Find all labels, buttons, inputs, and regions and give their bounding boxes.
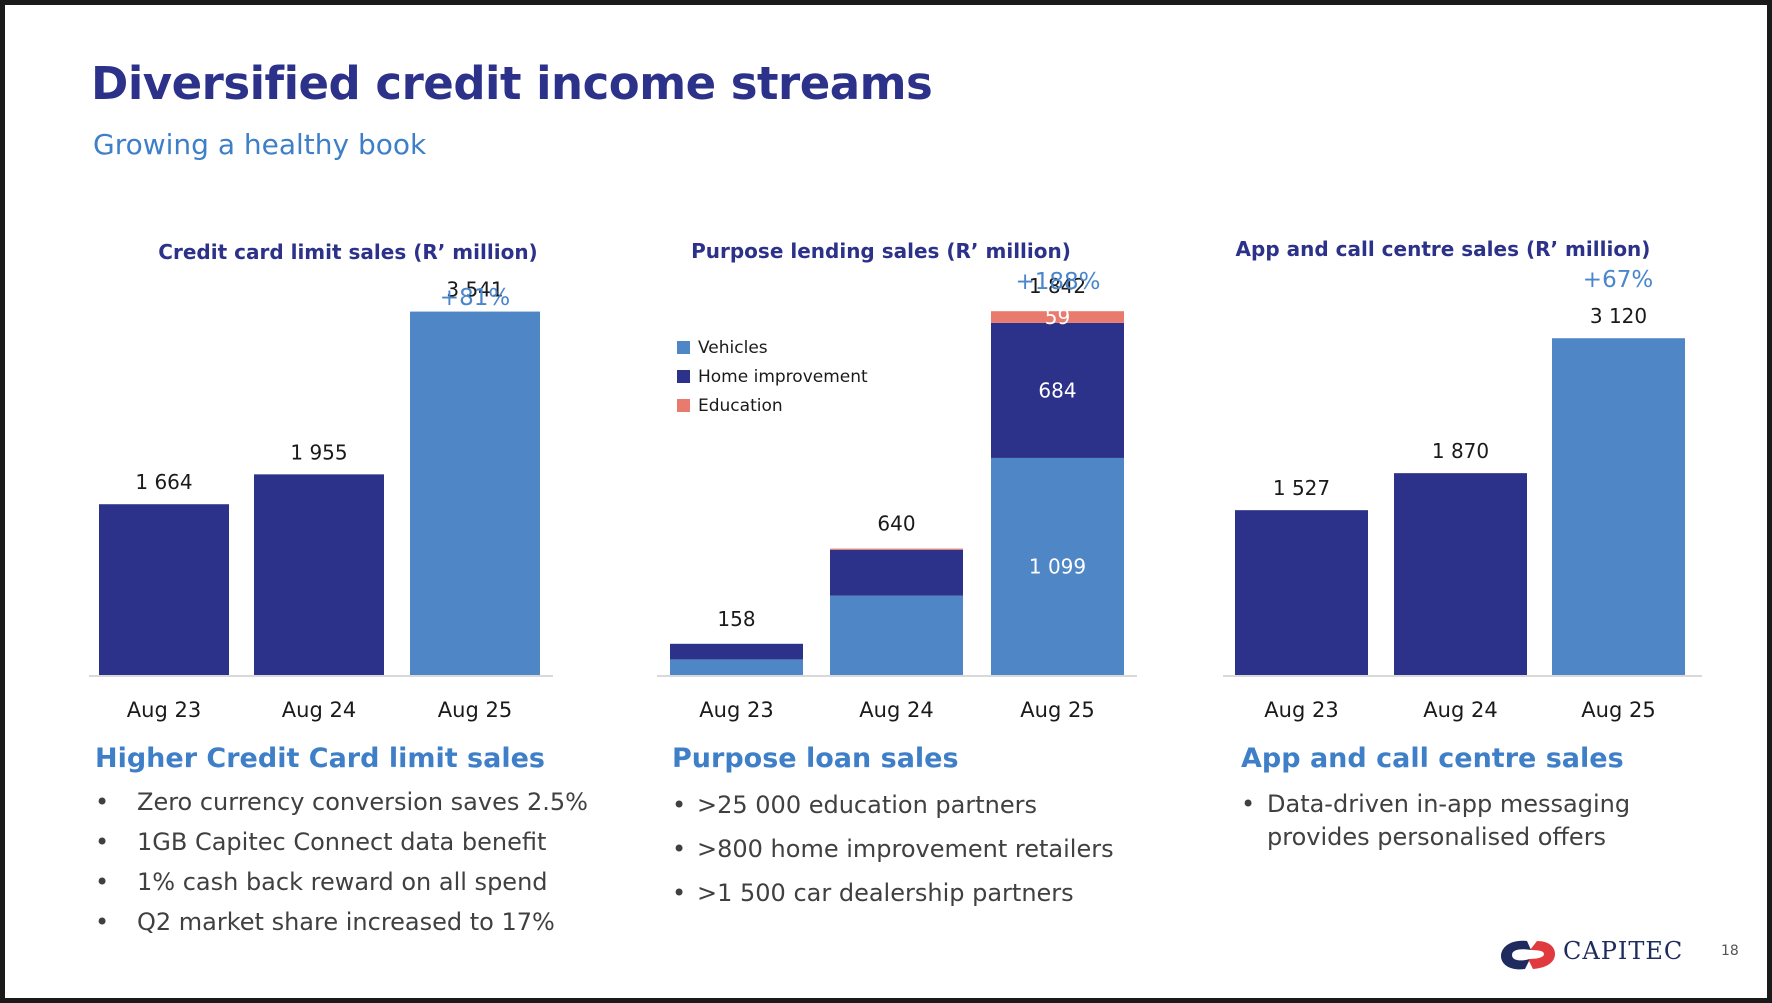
list-item: • Zero currency conversion saves 2.5% [95,787,615,827]
capitec-logo-icon [1501,940,1555,970]
x-tick-label: Aug 23 [127,698,201,722]
x-tick-label: Aug 24 [282,698,356,722]
list-item-text: Zero currency conversion saves 2.5% [137,788,588,816]
segment-data-label: 59 [1045,305,1070,329]
section-heading: Purpose loan sales [672,743,959,774]
total-data-label: 158 [717,607,755,631]
bar-data-label: 1 870 [1432,439,1489,463]
legend-swatch [677,399,690,412]
list-item: • >1 500 car dealership partners [672,878,1192,922]
logo-text: CAPITEC [1563,937,1684,965]
growth-label: +67% [1583,267,1653,293]
segment-data-label: 684 [1038,378,1076,402]
bullet-dot: • [672,835,687,863]
bar-segment [830,595,963,675]
section-credit-card: Higher Credit Card limit sales • Zero cur… [95,743,615,947]
bullet-list: • Data-driven in-app messaging provides p… [1241,788,1681,854]
list-item-text: 1GB Capitec Connect data benefit [137,828,547,856]
x-tick-label: Aug 23 [699,698,773,722]
list-item: • >800 home improvement retailers [672,834,1192,878]
list-item-text: >1 500 car dealership partners [697,879,1074,907]
bullet-list: • >25 000 education partners • >800 home i… [672,790,1192,922]
list-item: • Q2 market share increased to 17% [95,907,615,947]
x-tick-label: Aug 23 [1264,698,1338,722]
bar-segment [991,322,1124,458]
total-data-label: 1 842 [1029,274,1086,298]
bullet-dot: • [95,908,110,936]
page-title: Diversified credit income streams [91,57,933,110]
growth-label: +188% [1015,269,1100,295]
list-item: • 1GB Capitec Connect data benefit [95,827,615,867]
bar [254,474,384,675]
bar-data-label: 3 541 [446,278,503,302]
x-tick-label: Aug 25 [438,698,512,722]
growth-label: +81% [440,285,510,311]
bar-data-label: 1 955 [290,440,347,464]
list-item-text: 1% cash back reward on all spend [137,868,548,896]
section-heading: Higher Credit Card limit sales [95,743,545,774]
bar [1552,338,1685,675]
x-tick-label: Aug 24 [859,698,933,722]
bar-segment [670,643,803,660]
bullet-dot: • [95,868,110,896]
list-item: • >25 000 education partners [672,790,1192,834]
list-item-text: >800 home improvement retailers [697,835,1114,863]
x-tick-label: Aug 25 [1020,698,1094,722]
bar [1394,473,1527,675]
bar [1235,510,1368,675]
list-item: • Data-driven in-app messaging provides p… [1241,788,1681,854]
bullet-dot: • [95,788,110,816]
legend-label: Education [698,396,783,416]
bar-segment [830,549,963,596]
list-item-text: Q2 market share increased to 17% [137,908,555,936]
bullet-dot: • [95,828,110,856]
bar-data-label: 3 120 [1590,304,1647,328]
legend-swatch [677,341,690,354]
section-purpose-loans: Purpose loan sales • >25 000 education pa… [672,743,1192,922]
chart-title: App and call centre sales (R’ million) [1236,237,1651,261]
list-item-text: >25 000 education partners [697,791,1037,819]
list-item-text: Data-driven in-app messaging provides pe… [1267,790,1631,851]
bullet-dot: • [672,879,687,907]
section-heading: App and call centre sales [1241,743,1624,774]
list-item: • 1% cash back reward on all spend [95,867,615,907]
bar-segment [991,311,1124,323]
x-tick-label: Aug 25 [1581,698,1655,722]
chart-title: Purpose lending sales (R’ million) [691,239,1071,263]
legend-label: Home improvement [698,367,868,387]
bar [99,504,229,675]
charts-canvas: Credit card limit sales (R’ million) Aug … [89,237,1702,722]
page-subtitle: Growing a healthy book [93,128,427,161]
bar-segment [991,457,1124,675]
section-app-call-centre: App and call centre sales • Data-driven i… [1241,743,1681,854]
bar-segment [670,659,803,675]
bar-segment [830,548,963,550]
total-data-label: 640 [877,512,915,536]
bar [410,311,540,675]
bullet-list: • Zero currency conversion saves 2.5% • 1G… [95,787,615,947]
bar-data-label: 1 664 [135,470,192,494]
chart-title: Credit card limit sales (R’ million) [158,240,537,264]
bullet-dot: • [672,791,687,819]
bullet-dot: • [1241,790,1256,818]
legend-label: Vehicles [698,338,768,358]
bar-data-label: 1 527 [1273,476,1330,500]
legend-swatch [677,370,690,383]
page-number: 18 [1721,943,1739,959]
x-tick-label: Aug 24 [1423,698,1497,722]
segment-data-label: 1 099 [1029,554,1086,578]
